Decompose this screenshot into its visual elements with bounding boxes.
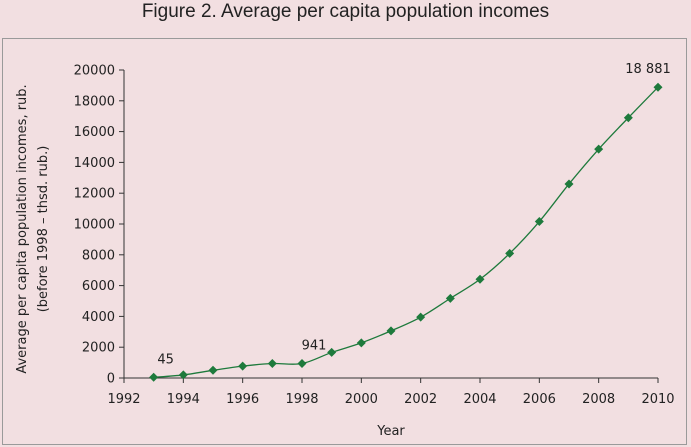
figure-title: Figure 2. Average per capita population …: [141, 1, 550, 22]
data-point-marker: [178, 370, 188, 380]
data-point-marker: [653, 82, 663, 92]
y-tick-label: 2000: [82, 341, 115, 356]
data-point-marker: [356, 338, 366, 348]
data-point-marker: [267, 359, 277, 369]
data-point-marker: [505, 248, 515, 258]
x-tick-label: 2002: [404, 392, 437, 407]
x-tick-label: 1996: [226, 392, 259, 407]
y-tick-label: 10000: [74, 218, 115, 233]
y-axis-label-line2: (before 1998 – thsd. rub.): [36, 146, 51, 313]
y-tick-label: 20000: [74, 64, 115, 79]
y-tick-label: 0: [107, 372, 115, 387]
x-tick-label: 2008: [582, 392, 615, 407]
x-tick-label: 1998: [285, 392, 318, 407]
data-point-marker: [564, 179, 574, 189]
data-point-marker: [534, 217, 544, 227]
y-tick-label: 6000: [82, 279, 115, 294]
x-axis-label: Year: [376, 424, 405, 439]
data-label: 45: [157, 352, 174, 367]
series-line: [153, 86, 659, 378]
y-tick-label: 4000: [82, 310, 115, 325]
data-point-marker: [594, 144, 604, 154]
x-tick-label: 2000: [345, 392, 378, 407]
data-point-marker: [623, 113, 633, 123]
x-tick-label: 1992: [107, 392, 140, 407]
x-tick-label: 2010: [641, 392, 674, 407]
y-tick-label: 18000: [74, 94, 115, 109]
data-point-marker: [208, 365, 218, 375]
y-tick-label: 12000: [74, 187, 115, 202]
data-point-marker: [445, 293, 455, 303]
data-label: 18 881: [625, 62, 671, 77]
y-tick-label: 8000: [82, 248, 115, 263]
data-point-marker: [386, 326, 396, 336]
chart-frame: [2, 38, 687, 445]
data-label: 941: [302, 339, 327, 354]
data-point-marker: [238, 361, 248, 371]
y-axis-label-line1: Average per capita population incomes, r…: [15, 84, 30, 373]
y-tick-label: 14000: [74, 156, 115, 171]
data-point-marker: [297, 359, 307, 369]
data-point-marker: [416, 312, 426, 322]
data-point-marker: [149, 372, 159, 382]
x-tick-label: 2006: [523, 392, 556, 407]
x-tick-label: 2004: [463, 392, 496, 407]
data-point-marker: [475, 274, 485, 284]
y-tick-label: 16000: [74, 125, 115, 140]
x-tick-label: 1994: [167, 392, 200, 407]
data-point-marker: [327, 347, 337, 357]
